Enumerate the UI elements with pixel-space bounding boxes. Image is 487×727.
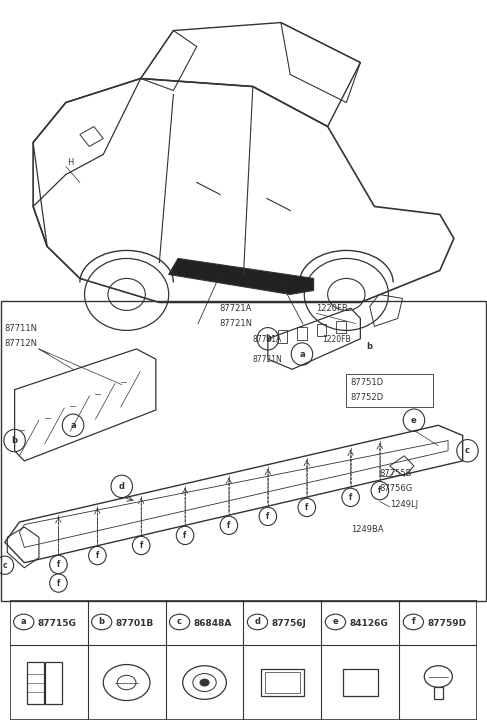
Text: b: b	[99, 617, 105, 627]
Bar	[346, 374, 433, 407]
Text: f: f	[412, 617, 415, 627]
Text: 1220FB: 1220FB	[317, 304, 348, 313]
Text: 1249BA: 1249BA	[351, 525, 383, 534]
Text: f: f	[349, 493, 352, 502]
Text: f: f	[57, 579, 60, 587]
Text: f: f	[96, 551, 99, 560]
Text: 87751D: 87751D	[351, 377, 384, 387]
Bar	[336, 321, 346, 334]
Text: 87752D: 87752D	[351, 393, 384, 402]
Text: c: c	[177, 617, 182, 627]
Text: a: a	[299, 350, 305, 358]
Text: 87721A: 87721A	[219, 304, 251, 313]
Text: 87755B: 87755B	[380, 469, 412, 478]
Bar	[297, 327, 307, 340]
Text: c: c	[2, 561, 7, 570]
Text: 87712N: 87712N	[5, 340, 38, 348]
Text: c: c	[465, 446, 470, 455]
Text: a: a	[21, 617, 27, 627]
Text: b: b	[367, 342, 373, 351]
Text: 87721A: 87721A	[252, 335, 281, 345]
Circle shape	[200, 679, 209, 686]
Text: e: e	[333, 617, 338, 627]
Bar	[343, 670, 377, 696]
Text: f: f	[266, 512, 269, 521]
Text: 87721N: 87721N	[252, 356, 282, 364]
Text: 87721N: 87721N	[219, 319, 252, 328]
Text: f: f	[140, 541, 143, 550]
Text: e: e	[411, 416, 417, 425]
Bar	[264, 672, 300, 693]
Text: 87756G: 87756G	[380, 484, 413, 494]
Bar	[278, 330, 287, 342]
Text: 87756J: 87756J	[272, 619, 306, 628]
Text: 87711N: 87711N	[5, 324, 38, 333]
Text: 1249LJ: 1249LJ	[390, 499, 418, 509]
Text: 87715G: 87715G	[38, 619, 76, 628]
Text: f: f	[184, 531, 187, 540]
Bar	[261, 670, 304, 696]
Text: 87701B: 87701B	[116, 619, 154, 628]
Text: f: f	[227, 521, 230, 530]
Text: 84126G: 84126G	[350, 619, 388, 628]
Bar	[45, 662, 62, 704]
Bar	[27, 662, 44, 704]
Bar	[433, 687, 443, 699]
Text: 87759D: 87759D	[428, 619, 467, 628]
Text: f: f	[57, 560, 60, 569]
Text: d: d	[255, 617, 261, 627]
Text: b: b	[12, 436, 18, 445]
Text: H: H	[67, 158, 74, 167]
Bar	[317, 324, 326, 337]
Polygon shape	[169, 258, 314, 294]
Text: 86848A: 86848A	[194, 619, 232, 628]
Text: f: f	[378, 486, 381, 495]
Text: 1220FB: 1220FB	[323, 335, 351, 345]
Text: f: f	[305, 503, 308, 512]
Text: b: b	[265, 334, 271, 343]
Text: d: d	[119, 482, 125, 491]
Text: a: a	[70, 421, 76, 430]
